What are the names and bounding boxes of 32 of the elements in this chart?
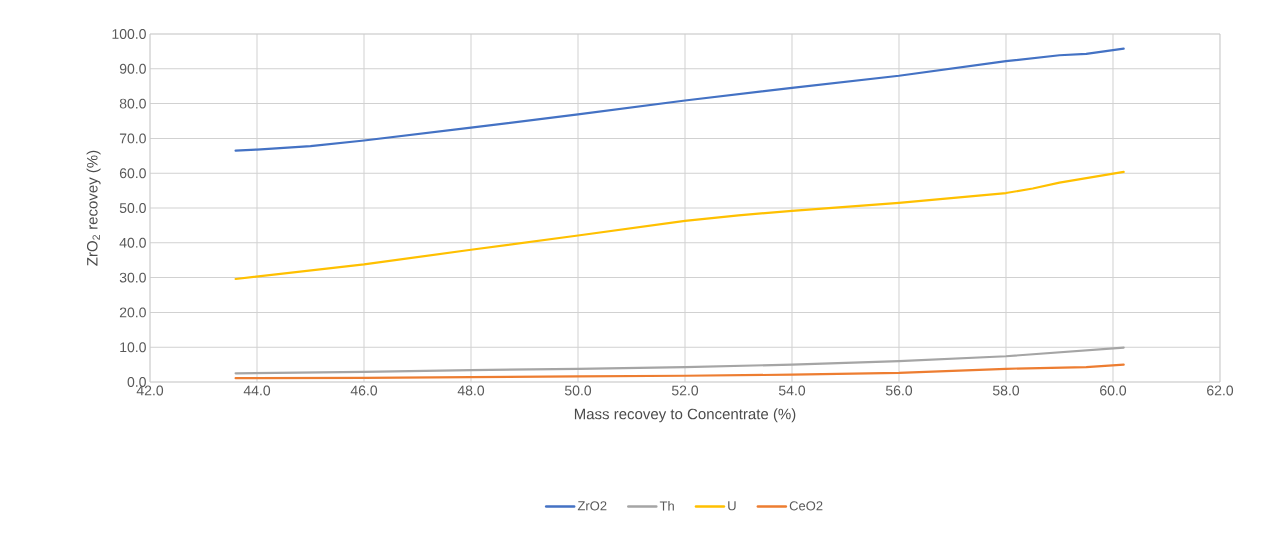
line-series [234, 170, 1125, 281]
x-tick-label: 46.0 [350, 385, 378, 396]
y-tick-label: 90.0 [119, 63, 146, 74]
line-series [234, 363, 1125, 380]
line-series [234, 346, 1125, 375]
x-tick-label: 44.0 [243, 385, 271, 396]
x-tick-label: 52.0 [671, 385, 699, 396]
y-tick-label: 80.0 [119, 98, 146, 109]
y-tick-label: 60.0 [119, 168, 146, 179]
y-tick-label: 30.0 [119, 272, 146, 283]
x-tick-label: 58.0 [992, 385, 1020, 396]
x-axis-title: Mass recovey to Concentrate (%) [574, 408, 796, 423]
y-tick-label: 40.0 [119, 237, 146, 248]
x-tick-label: 48.0 [457, 385, 485, 396]
y-tick-label: 100.0 [112, 29, 146, 39]
x-tick-label: 56.0 [885, 385, 913, 396]
line-series [234, 47, 1125, 152]
x-tick-label: 62.0 [1207, 385, 1234, 396]
y-tick-label: 70.0 [119, 133, 146, 144]
x-tick-label: 42.0 [136, 385, 164, 396]
y-tick-label: 50.0 [119, 203, 146, 213]
y-tick-label: 20.0 [119, 307, 146, 318]
x-tick-label: 60.0 [1100, 385, 1127, 396]
legend-label: CeO2 [789, 501, 823, 511]
legend-label: U [728, 501, 736, 511]
x-tick-label: 50.0 [564, 385, 592, 396]
x-tick-label: 54.0 [778, 385, 806, 396]
legend-label: ZrO2 [577, 501, 607, 511]
y-tick-label: 0.0 [127, 377, 146, 387]
legend-label: Th [659, 501, 674, 511]
y-tick-label: 10.0 [120, 342, 146, 353]
y-axis-title: ZrO$_{2}$ recovey (%) [86, 150, 101, 266]
